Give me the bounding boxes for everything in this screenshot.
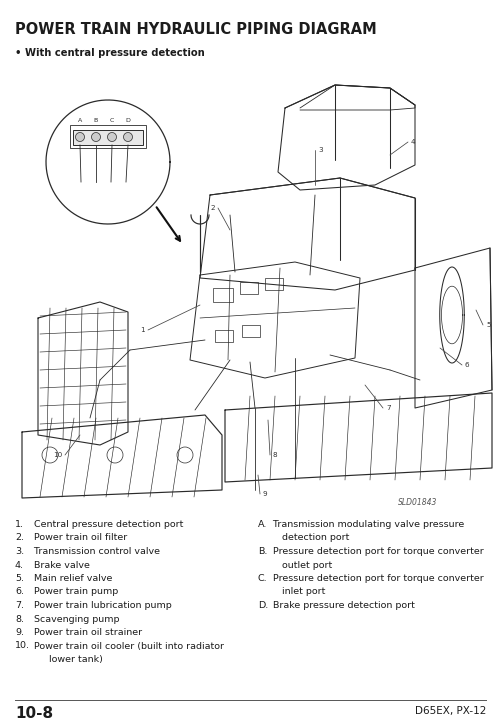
Text: 4.: 4. <box>15 561 24 569</box>
Text: lower tank): lower tank) <box>31 655 103 664</box>
Text: 10.: 10. <box>15 641 30 651</box>
Bar <box>73 130 143 145</box>
Text: 10: 10 <box>53 452 62 458</box>
Text: B.: B. <box>258 547 268 556</box>
Text: 3.: 3. <box>15 547 24 556</box>
Text: D: D <box>126 118 130 123</box>
Circle shape <box>124 132 132 142</box>
Text: Transmission control valve: Transmission control valve <box>31 547 160 556</box>
Text: D65EX, PX-12: D65EX, PX-12 <box>415 706 486 716</box>
Text: 10-8: 10-8 <box>15 706 53 721</box>
Text: Power train lubrication pump: Power train lubrication pump <box>31 601 172 610</box>
Text: 8.: 8. <box>15 614 24 624</box>
Text: C: C <box>110 118 114 123</box>
Bar <box>215 330 233 342</box>
Bar <box>213 288 233 302</box>
Text: POWER TRAIN HYDRAULIC PIPING DIAGRAM: POWER TRAIN HYDRAULIC PIPING DIAGRAM <box>15 22 377 37</box>
Text: Power train pump: Power train pump <box>31 587 118 596</box>
Text: 5.: 5. <box>15 574 24 583</box>
Text: 6.: 6. <box>15 587 24 596</box>
Text: 1: 1 <box>140 327 145 333</box>
Text: Pressure detection port for torque converter: Pressure detection port for torque conve… <box>270 547 484 556</box>
Text: Transmission modulating valve pressure: Transmission modulating valve pressure <box>270 520 464 529</box>
Circle shape <box>76 132 85 142</box>
Circle shape <box>92 132 101 142</box>
Text: Power train oil cooler (built into radiator: Power train oil cooler (built into radia… <box>31 641 224 651</box>
Bar <box>70 125 146 148</box>
Text: SLD01843: SLD01843 <box>398 498 437 507</box>
Text: 6: 6 <box>465 362 469 368</box>
Text: 2: 2 <box>210 205 215 211</box>
Bar <box>265 278 283 290</box>
Text: 9.: 9. <box>15 628 24 637</box>
Text: Main relief valve: Main relief valve <box>31 574 112 583</box>
Text: outlet port: outlet port <box>270 561 332 569</box>
Bar <box>242 325 260 337</box>
Text: A: A <box>78 118 82 123</box>
Text: A.: A. <box>258 520 268 529</box>
Text: Pressure detection port for torque converter: Pressure detection port for torque conve… <box>270 574 484 583</box>
Text: 4: 4 <box>411 139 416 145</box>
Text: 7.: 7. <box>15 601 24 610</box>
Text: inlet port: inlet port <box>270 587 325 596</box>
Text: C.: C. <box>258 574 268 583</box>
Text: Brake pressure detection port: Brake pressure detection port <box>270 601 415 610</box>
Text: Scavenging pump: Scavenging pump <box>31 614 120 624</box>
Text: Power train oil filter: Power train oil filter <box>31 534 127 542</box>
Text: 2.: 2. <box>15 534 24 542</box>
Text: Power train oil strainer: Power train oil strainer <box>31 628 142 637</box>
Bar <box>240 282 258 294</box>
Text: 1.: 1. <box>15 520 24 529</box>
Text: 7: 7 <box>386 405 391 411</box>
Text: 8: 8 <box>273 452 278 458</box>
Text: Central pressure detection port: Central pressure detection port <box>31 520 183 529</box>
Text: Brake valve: Brake valve <box>31 561 90 569</box>
Text: detection port: detection port <box>270 534 349 542</box>
Text: • With central pressure detection: • With central pressure detection <box>15 48 205 58</box>
Text: 9: 9 <box>263 491 268 497</box>
Text: 5: 5 <box>486 322 490 328</box>
Text: B: B <box>94 118 98 123</box>
Circle shape <box>108 132 117 142</box>
Text: 3: 3 <box>318 147 323 153</box>
Text: D.: D. <box>258 601 268 610</box>
